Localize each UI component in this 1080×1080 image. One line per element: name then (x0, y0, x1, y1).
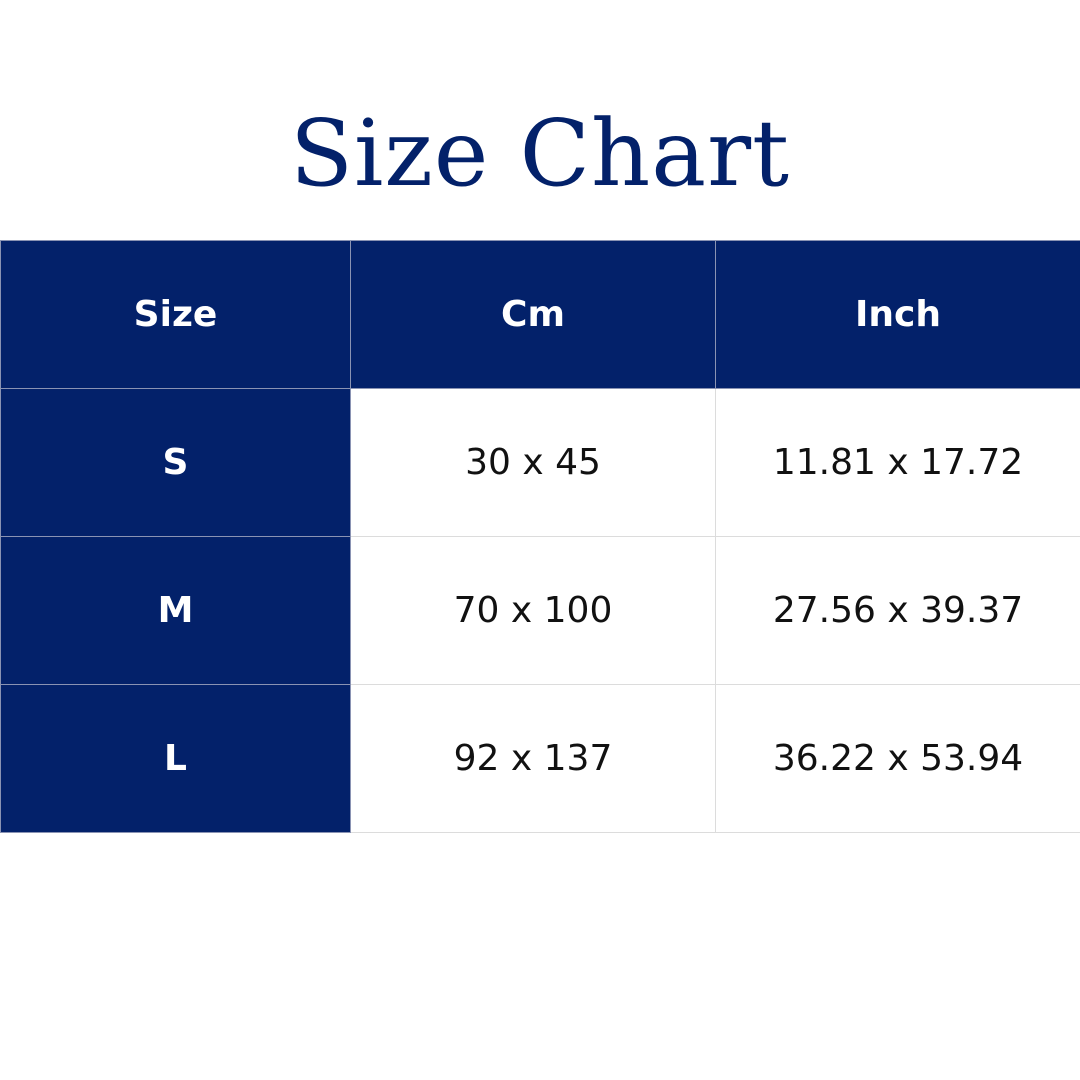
size-cell: L (0, 684, 351, 833)
inch-cell: 36.22 x 53.94 (715, 684, 1080, 833)
header-cm: Cm (350, 240, 716, 389)
table-header-row: Size Cm Inch (0, 240, 1080, 389)
inch-cell: 11.81 x 17.72 (715, 388, 1080, 537)
table-row: L 92 x 137 36.22 x 53.94 (0, 684, 1080, 833)
header-inch: Inch (715, 240, 1080, 389)
size-cell: M (0, 536, 351, 685)
cm-cell: 70 x 100 (350, 536, 716, 685)
table-row: M 70 x 100 27.56 x 39.37 (0, 536, 1080, 685)
header-size: Size (0, 240, 351, 389)
cm-cell: 30 x 45 (350, 388, 716, 537)
size-table: Size Cm Inch S 30 x 45 11.81 x 17.72 M 7… (0, 240, 1080, 833)
cm-cell: 92 x 137 (350, 684, 716, 833)
page-title: Size Chart (289, 100, 791, 207)
inch-cell: 27.56 x 39.37 (715, 536, 1080, 685)
size-cell: S (0, 388, 351, 537)
table-row: S 30 x 45 11.81 x 17.72 (0, 388, 1080, 537)
